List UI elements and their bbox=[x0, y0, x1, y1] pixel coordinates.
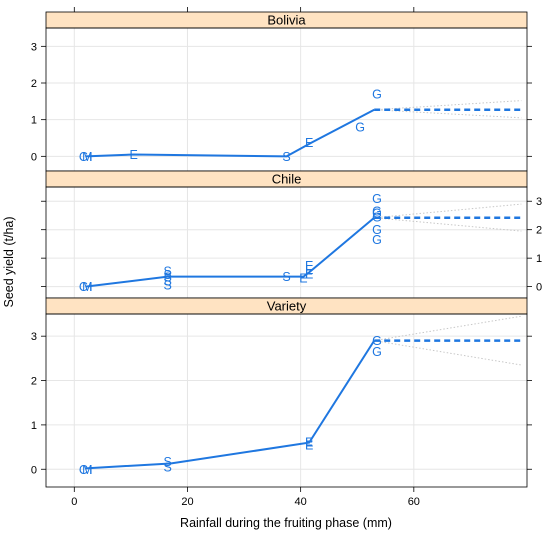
data-point-label: C bbox=[79, 150, 88, 164]
data-point-label: S bbox=[163, 461, 171, 475]
data-point-label: G bbox=[372, 223, 382, 237]
ci-lower-line bbox=[374, 340, 522, 366]
x-tick-label: 0 bbox=[71, 496, 77, 508]
ci-lower-line bbox=[374, 109, 522, 119]
data-point-label: M bbox=[82, 150, 92, 164]
y-axis-label: Seed yield (t/ha) bbox=[2, 216, 16, 307]
panel-strip-label: Variety bbox=[267, 299, 307, 314]
data-point-label: E bbox=[305, 438, 313, 452]
y-tick-label: 3 bbox=[31, 331, 37, 343]
data-point-label: E bbox=[305, 263, 313, 277]
ci-upper-line bbox=[374, 315, 522, 342]
panel-border bbox=[45, 313, 528, 488]
y-tick-label: 2 bbox=[536, 225, 542, 237]
y-tick-label: 2 bbox=[31, 78, 37, 90]
y-tick-label: 0 bbox=[536, 282, 542, 294]
series-line bbox=[85, 108, 375, 158]
data-point-label: E bbox=[305, 136, 313, 150]
data-point-label: E bbox=[299, 272, 307, 286]
data-point-label: S bbox=[282, 270, 290, 284]
x-tick-label: 20 bbox=[181, 496, 193, 508]
data-point-label: G bbox=[372, 207, 382, 221]
data-point-label: G bbox=[372, 334, 382, 348]
data-point-label: G bbox=[372, 345, 382, 359]
panel-strip-label: Chile bbox=[272, 172, 302, 187]
x-tick-label: 40 bbox=[295, 496, 307, 508]
data-point-label: S bbox=[163, 455, 171, 469]
data-point-label: E bbox=[305, 435, 313, 449]
y-tick-label: 3 bbox=[536, 196, 542, 208]
y-tick-label: 1 bbox=[536, 253, 542, 265]
y-tick-label: 0 bbox=[31, 464, 37, 476]
series-line bbox=[85, 216, 375, 288]
data-point-label: G bbox=[372, 210, 382, 224]
y-tick-label: 1 bbox=[31, 115, 37, 127]
series-line bbox=[85, 340, 376, 470]
data-point-label: M bbox=[82, 280, 92, 294]
data-point-label: S bbox=[163, 274, 171, 288]
data-point-label: C bbox=[79, 463, 88, 477]
ci-lower-line bbox=[374, 217, 522, 232]
data-point-label: S bbox=[163, 279, 171, 293]
y-tick-label: 3 bbox=[31, 41, 37, 53]
data-point-label: G bbox=[372, 233, 382, 247]
x-tick-label: 60 bbox=[408, 496, 420, 508]
ci-upper-line bbox=[374, 100, 522, 111]
data-point-label: G bbox=[355, 121, 365, 135]
data-point-label: I bbox=[89, 280, 92, 294]
data-point-label: S bbox=[163, 268, 171, 282]
x-axis-label: Rainfall during the fruiting phase (mm) bbox=[180, 516, 392, 530]
data-point-label: G bbox=[372, 192, 382, 206]
data-point-label: E bbox=[305, 267, 313, 281]
data-point-label: E bbox=[130, 148, 138, 162]
data-point-label: S bbox=[163, 271, 171, 285]
data-point-label: I bbox=[89, 463, 92, 477]
data-point-label: M bbox=[82, 463, 92, 477]
ci-upper-line bbox=[374, 203, 522, 219]
data-point-label: E bbox=[305, 259, 313, 273]
panel-strip-label: Bolivia bbox=[267, 13, 306, 28]
data-point-label: G bbox=[372, 205, 382, 219]
panel-bolivia: Bolivia 0 1 2 3 CMI E S E G G bbox=[31, 11, 532, 172]
data-point-label: S bbox=[282, 150, 290, 164]
data-point-label: I bbox=[89, 150, 92, 164]
data-point-label: S bbox=[163, 264, 171, 278]
data-point-label: C bbox=[79, 280, 88, 294]
data-point-label: G bbox=[372, 88, 382, 102]
y-tick-label: 1 bbox=[31, 420, 37, 432]
y-tick-label: 0 bbox=[31, 151, 37, 163]
y-tick-label: 2 bbox=[31, 376, 37, 388]
